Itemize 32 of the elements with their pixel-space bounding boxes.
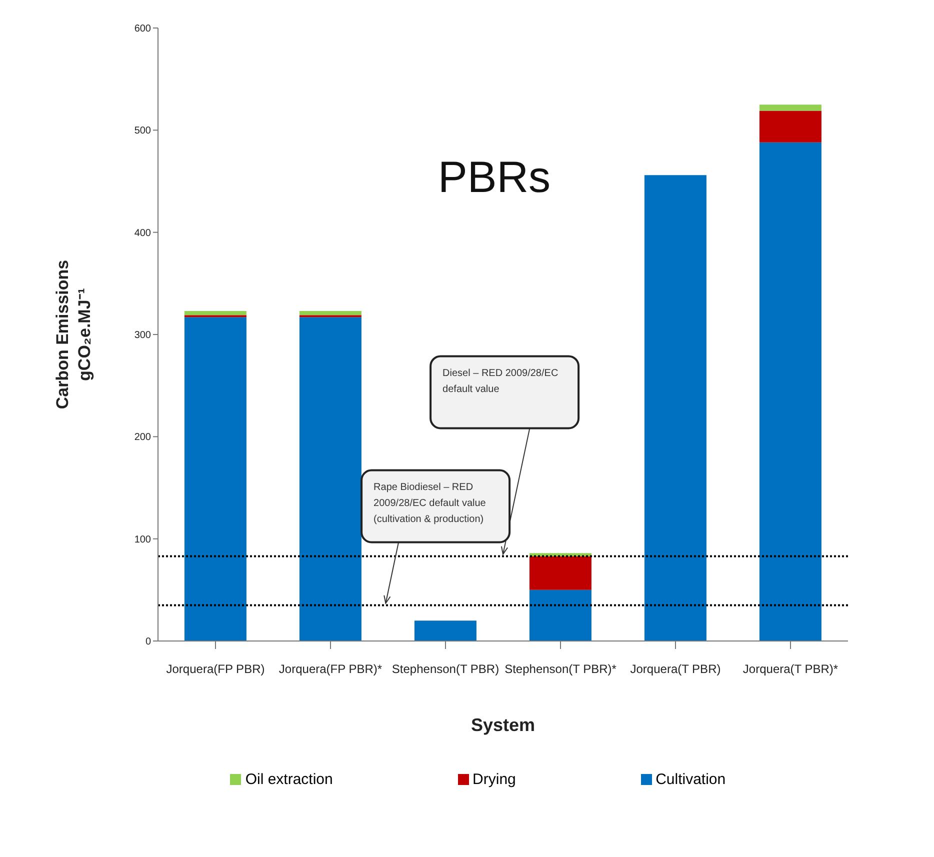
bar [529,556,592,590]
y-tick-label: 500 [134,126,152,137]
annotation: Rape Biodiesel – RED 2009/28/EC default value (cultivation & production) [374,482,486,526]
x-tick-label: Jorquera(T PBR)* [742,662,838,676]
text: PBRs [438,153,550,203]
y-tick-label: 100 [134,534,152,546]
y-axis-title: Carbon Emissions gCO₂e.MJ⁻¹ [53,260,94,410]
x-axis-title: System [470,715,536,735]
x-tick-label: Stephenson(T PBR)* [504,662,617,676]
x-tick-label: Jorquera(T PBR) [630,662,721,676]
x-tick-label: Jorquera(FP PBR) [166,662,265,676]
bar [529,590,592,641]
y-tick-label: 300 [134,330,152,342]
annotation: Diesel – RED 2009/28/EC default value [442,368,558,396]
bar [299,317,362,641]
legend-label: Drying [472,771,516,788]
y-tick-label: 0 [145,636,152,648]
legend-label: Cultivation [654,771,726,788]
y-tick-label: 200 [134,432,152,444]
x-tick-label: Jorquera(FP PBR)* [278,662,382,676]
bar [644,175,706,641]
bar [184,317,246,641]
bar [759,142,822,641]
bar [759,104,822,111]
bar [184,311,246,316]
y-tick-label: 600 [134,24,152,35]
bar [299,311,362,316]
y-tick-label: 400 [134,228,152,239]
legend-label: Oil extraction [244,771,333,788]
bar [759,110,822,142]
x-tick-label: Stephenson(T PBR) [392,662,500,676]
bar [414,620,476,641]
